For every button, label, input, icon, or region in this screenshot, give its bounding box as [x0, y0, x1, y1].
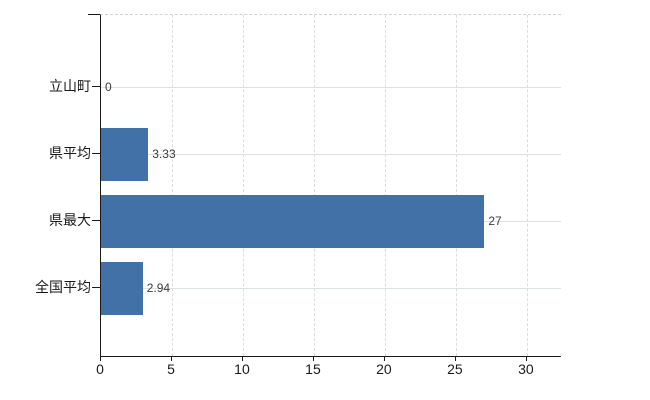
horizontal-gridline	[101, 154, 561, 155]
x-axis-tick	[100, 356, 101, 361]
y-axis-label: 県平均	[49, 145, 91, 161]
bar[interactable]	[101, 127, 149, 181]
vertical-gridline	[455, 15, 457, 356]
x-axis-tick	[241, 356, 243, 361]
vertical-gridline	[242, 15, 244, 356]
x-axis-label: 30	[518, 361, 534, 377]
y-axis-tick	[92, 153, 100, 154]
x-axis-tick	[312, 356, 314, 361]
x-axis-tick	[383, 356, 385, 361]
bar-value-label: 2.94	[146, 281, 171, 295]
vertical-gridline	[171, 15, 173, 356]
x-axis-label: 20	[376, 361, 392, 377]
bar-value-label: 0	[105, 80, 112, 94]
bar[interactable]	[101, 194, 485, 248]
y-axis-tick	[92, 86, 100, 87]
vertical-gridline	[526, 15, 528, 356]
x-axis-label: 0	[96, 361, 104, 377]
y-axis-tick	[92, 287, 100, 288]
x-axis-label: 10	[234, 361, 250, 377]
bar[interactable]	[101, 261, 143, 315]
bar-value-label: 3.33	[152, 147, 176, 161]
x-axis-tick	[170, 356, 172, 361]
vertical-gridline	[384, 15, 386, 356]
y-axis-top-tick	[88, 14, 100, 15]
x-axis-tick	[525, 356, 527, 361]
x-axis-label: 15	[305, 361, 321, 377]
y-axis-label: 立山町	[49, 78, 91, 94]
horizontal-gridline	[101, 288, 561, 289]
y-axis-label: 県最大	[49, 212, 91, 228]
y-axis-label: 全国平均	[35, 279, 91, 295]
vertical-gridline	[313, 15, 315, 356]
horizontal-gridline	[101, 87, 561, 88]
bar-value-label: 27	[488, 214, 502, 228]
plot-area: 0 3.33 27 2.94	[100, 14, 561, 357]
x-axis-label: 25	[447, 361, 463, 377]
x-axis-tick	[454, 356, 456, 361]
x-axis-label: 5	[167, 361, 175, 377]
y-axis-tick	[92, 220, 100, 221]
